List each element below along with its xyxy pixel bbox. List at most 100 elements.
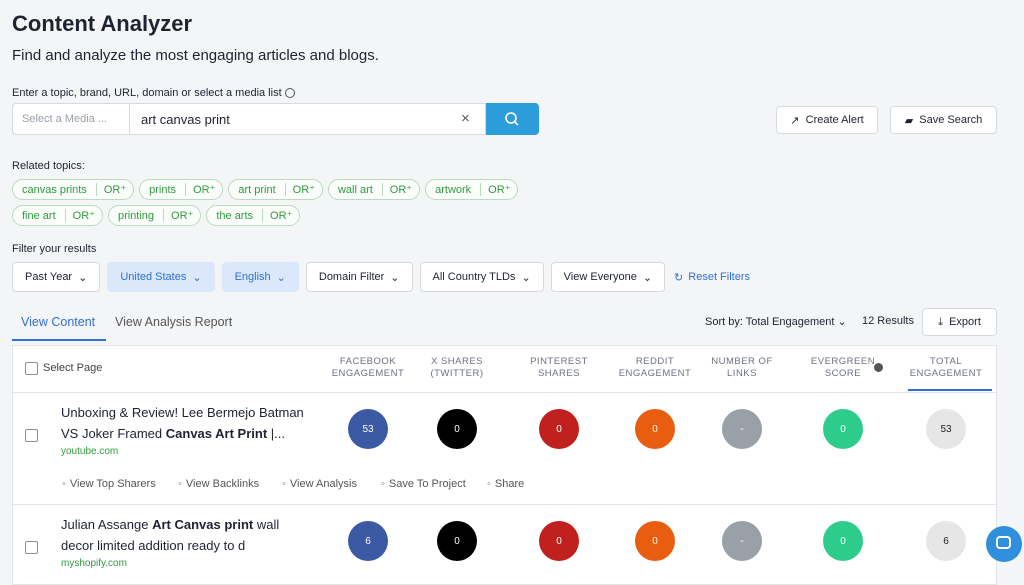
sorted-column-underline [908,389,992,391]
label-text: Enter a topic, brand, URL, domain or sel… [12,87,282,99]
or-button[interactable]: OR⁺ [381,183,419,196]
or-button[interactable]: OR⁺ [284,183,322,196]
search-icon [505,112,519,126]
topic-chip: artwork OR⁺ [425,179,519,200]
search-label: Enter a topic, brand, URL, domain or sel… [12,87,295,99]
info-icon [874,363,883,372]
header-divider [12,392,997,393]
chevron: ⌄ [390,271,400,284]
sort[interactable]: Sort by: Total Engagement ⌄ [705,316,847,328]
clear-icon[interactable]: × [461,110,470,127]
column-header: EVERGREEN SCORE [810,356,876,379]
chevron: ⌄ [521,271,531,284]
or-button[interactable]: OR⁺ [64,209,102,222]
chevron: ⌄ [192,271,202,284]
row-action[interactable]: ◦ Save To Project [381,478,466,490]
filter-dropdown[interactable]: Domain Filter ⌄ [305,262,413,292]
action-text: Save To Project [388,478,466,490]
row-checkbox[interactable] [25,541,38,554]
row-action[interactable]: ◦ View Backlinks [178,478,259,490]
search-input[interactable]: art canvas print [141,112,230,127]
row-title[interactable]: Julian Assange Art Canvas print wall dec… [61,514,311,556]
action-icon: ◦ [282,478,286,490]
tab[interactable]: View Content [21,315,96,329]
metric-circle: 0 [437,521,477,561]
row-checkbox[interactable] [25,429,38,442]
select-page: Select Page [43,362,103,374]
topic-chip: art print OR⁺ [228,179,323,200]
topic[interactable]: artwork [435,183,472,196]
results-count: 12 Results [862,315,914,327]
reset-filters[interactable]: ↻ Reset Filters [672,262,750,292]
topic[interactable]: printing [117,209,155,222]
column-header: PINTEREST SHARES [530,356,588,379]
topic[interactable]: prints [149,183,177,196]
reset-icon: ↻ [674,271,684,284]
save-search[interactable]: ▰ Save Search [890,106,997,134]
row-action[interactable]: ◦ View Analysis [282,478,357,490]
metric-circle: - [722,521,762,561]
topic[interactable]: art print [238,183,276,196]
action-icon: ◦ [178,478,182,490]
action-icon: ◦ [381,478,385,490]
metric-circle: 6 [926,521,966,561]
or-button[interactable]: OR⁺ [163,209,200,222]
row-domain[interactable]: youtube.com [61,446,119,457]
chevron: ⌄ [78,271,88,284]
or-button[interactable]: OR⁺ [95,183,133,196]
or-button[interactable]: OR⁺ [480,183,517,196]
metric-circle: 6 [348,521,388,561]
media-select[interactable]: Select a Media ... [22,113,107,125]
action-text: View Analysis [289,478,357,490]
search-button[interactable] [486,103,539,135]
row-domain[interactable]: myshopify.com [61,558,127,569]
action-icon: ◦ [62,478,66,490]
topic[interactable]: canvas prints [22,183,87,196]
export[interactable]: ⤓ Export [922,308,997,336]
action-text: View Backlinks [185,478,260,490]
topic[interactable]: the arts [216,209,254,222]
filter-text: Domain Filter [318,271,385,283]
column-header: REDDIT ENGAGEMENT [618,356,692,379]
metric-circle: 0 [539,409,579,449]
row-action[interactable]: ◦ View Top Sharers [62,478,156,490]
filter-dropdown[interactable]: Past Year ⌄ [12,262,101,292]
topic[interactable]: wall art [337,183,373,196]
active-tab-underline [12,339,106,341]
filter-dropdown[interactable]: English ⌄ [221,262,299,292]
row-title[interactable]: Unboxing & Review! Lee Bermejo Batman VS… [61,402,311,444]
filter-dropdown[interactable]: United States ⌄ [107,262,215,292]
related-topics: canvas prints OR⁺ prints OR⁺ art print OR⁺ wal… [12,179,532,226]
filter-dropdown[interactable]: All Country TLDs ⌄ [419,262,544,292]
select-all-checkbox[interactable] [25,362,38,375]
create-alert[interactable]: ↗ Create Alert [776,106,878,134]
or-button[interactable]: OR⁺ [262,209,299,222]
reset-text: Reset Filters [688,271,751,283]
metric-circle: 0 [539,521,579,561]
filter-dropdown[interactable]: View Everyone ⌄ [550,262,666,292]
btn-text: Export [949,316,981,328]
title-part: Canvas Art Print [165,426,268,441]
title-part: Julian Assange [61,517,153,532]
topic-chip: canvas prints OR⁺ [12,179,135,200]
column-header: NUMBER OF LINKS [711,356,773,379]
topic-chip: prints OR⁺ [139,179,224,200]
row-action[interactable]: ◦ Share [487,478,524,490]
metric-circle: 0 [635,521,675,561]
or-button[interactable]: OR⁺ [185,183,222,196]
title: Content Analyzer [12,11,193,36]
chevron: ⌄ [642,271,653,284]
topic-chip: the arts OR⁺ [206,205,301,226]
tab[interactable]: View Analysis Report [115,315,233,329]
subtitle: Find and analyze the most engaging artic… [12,47,379,64]
topic-chip: printing OR⁺ [107,205,202,226]
filters: Past Year ⌄ United States ⌄ English ⌄ Domain F… [12,262,750,292]
chat-button[interactable] [986,526,1022,562]
btn-text: Save Search [919,114,983,126]
topic-chip: wall art OR⁺ [327,179,421,200]
title-part: Unboxing & Review! Lee Bermejo Batman VS… [61,405,304,441]
filter-text: Past Year [25,271,73,283]
sort-text: Sort by: Total Engagement [705,316,835,328]
topic[interactable]: fine art [22,209,56,222]
